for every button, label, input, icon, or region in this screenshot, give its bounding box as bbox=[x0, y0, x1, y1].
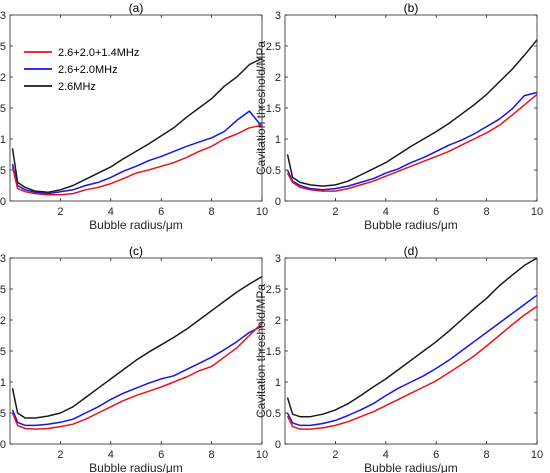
y-tick-label: 3 bbox=[0, 253, 6, 265]
y-tick-label: 1 bbox=[0, 377, 6, 389]
x-axis-label: Bubble radius/μm bbox=[364, 218, 458, 232]
y-tick-label: 0 bbox=[0, 439, 6, 451]
y-tick-label: 2 bbox=[0, 72, 6, 84]
y-tick-label: 1 bbox=[275, 377, 281, 389]
y-tick-label: 2 bbox=[275, 72, 281, 84]
y-tick-label: 2.5 bbox=[266, 41, 281, 53]
x-tick-label: 6 bbox=[433, 206, 439, 218]
y-tick-label: 2.5 bbox=[0, 284, 6, 296]
x-tick-label: 2 bbox=[57, 206, 63, 218]
series-line-2 bbox=[11, 275, 263, 419]
series-line-2 bbox=[286, 257, 538, 418]
y-tick-label: 1 bbox=[275, 134, 281, 146]
panel-b: 0 0.5 1 1.5 2 2.5 3 2 4 6 8 10 Bubble radius/μm Cavit… bbox=[254, 1, 543, 232]
y-tick-label: 3 bbox=[275, 10, 281, 22]
x-axis-label: Bubble radius/μm bbox=[89, 461, 183, 473]
y-tick-label: 0 bbox=[0, 196, 6, 208]
y-tick-label: 0.5 bbox=[266, 408, 281, 420]
x-tick-label: 4 bbox=[108, 206, 114, 218]
panel-title: (a) bbox=[129, 1, 144, 15]
x-axis-label: Bubble radius/μm bbox=[364, 461, 458, 473]
y-tick-label: 1.5 bbox=[266, 346, 281, 358]
y-tick-label: 0 bbox=[275, 439, 281, 451]
y-axis-label: Cavitation threshold/MPa bbox=[254, 284, 268, 418]
legend-label: 2.6MHz bbox=[58, 81, 96, 93]
legend-label: 2.6+2.0MHz bbox=[58, 64, 118, 76]
legend-label: 2.6+2.0+1.4MHz bbox=[58, 47, 139, 59]
x-tick-label: 4 bbox=[383, 449, 389, 461]
series-line-1 bbox=[286, 91, 538, 191]
series-line-1 bbox=[11, 110, 263, 195]
x-tick-label: 8 bbox=[209, 206, 215, 218]
axes-box bbox=[284, 14, 538, 202]
series-line-2 bbox=[11, 57, 263, 194]
y-tick-label: 1 bbox=[0, 134, 6, 146]
y-tick-label: 1.5 bbox=[0, 103, 6, 115]
x-tick-label: 10 bbox=[531, 449, 543, 461]
panel-c: 0 0.5 1 1.5 2 2.5 3 2 4 6 8 10 Bubble radius/μm Cavit… bbox=[0, 244, 268, 473]
y-tick-label: 1.5 bbox=[0, 346, 6, 358]
x-tick-label: 10 bbox=[531, 206, 543, 218]
series-line-0 bbox=[286, 93, 538, 192]
series-line-1 bbox=[286, 294, 538, 427]
series-line-0 bbox=[11, 322, 263, 430]
x-tick-label: 10 bbox=[256, 449, 268, 461]
x-tick-label: 8 bbox=[484, 449, 490, 461]
y-tick-label: 0.5 bbox=[0, 408, 6, 420]
x-axis-label: Bubble radius/μm bbox=[89, 218, 183, 232]
x-tick-label: 6 bbox=[433, 449, 439, 461]
panel-a: 0 0.5 1 1.5 2 2.5 3 2 4 6 8 10 Bubble radius/μm Cavit… bbox=[0, 1, 268, 232]
y-tick-label: 3 bbox=[0, 10, 6, 22]
x-tick-label: 4 bbox=[383, 206, 389, 218]
series-line-1 bbox=[11, 325, 263, 427]
y-tick-label: 2.5 bbox=[266, 284, 281, 296]
x-tick-label: 4 bbox=[108, 449, 114, 461]
y-tick-label: 0.5 bbox=[0, 165, 6, 177]
x-tick-label: 8 bbox=[484, 206, 490, 218]
panel-d: 0 0.5 1 1.5 2 2.5 3 2 4 6 8 10 Bubble radius/μm Cavit… bbox=[254, 244, 543, 473]
panel-title: (c) bbox=[129, 244, 143, 258]
series-line-0 bbox=[11, 124, 263, 196]
y-tick-label: 2 bbox=[0, 315, 6, 327]
legend: 2.6+2.0+1.4MHz 2.6+2.0MHz 2.6MHz bbox=[17, 40, 185, 98]
series-line-2 bbox=[286, 39, 538, 187]
y-tick-label: 2 bbox=[275, 315, 281, 327]
x-tick-label: 6 bbox=[158, 206, 164, 218]
x-tick-label: 2 bbox=[332, 449, 338, 461]
x-tick-label: 2 bbox=[332, 206, 338, 218]
y-axis-label: Cavitation threshold/MPa bbox=[254, 41, 268, 175]
panel-title: (b) bbox=[404, 1, 419, 15]
y-tick-label: 3 bbox=[275, 253, 281, 265]
x-tick-label: 2 bbox=[57, 449, 63, 461]
y-tick-label: 0 bbox=[275, 196, 281, 208]
y-tick-label: 1.5 bbox=[266, 103, 281, 115]
panel-title: (d) bbox=[404, 244, 419, 258]
x-tick-label: 10 bbox=[256, 206, 268, 218]
x-tick-label: 6 bbox=[158, 449, 164, 461]
x-tick-label: 8 bbox=[209, 449, 215, 461]
series-line-0 bbox=[286, 305, 538, 430]
y-tick-label: 0.5 bbox=[266, 165, 281, 177]
y-tick-label: 2.5 bbox=[0, 41, 6, 53]
